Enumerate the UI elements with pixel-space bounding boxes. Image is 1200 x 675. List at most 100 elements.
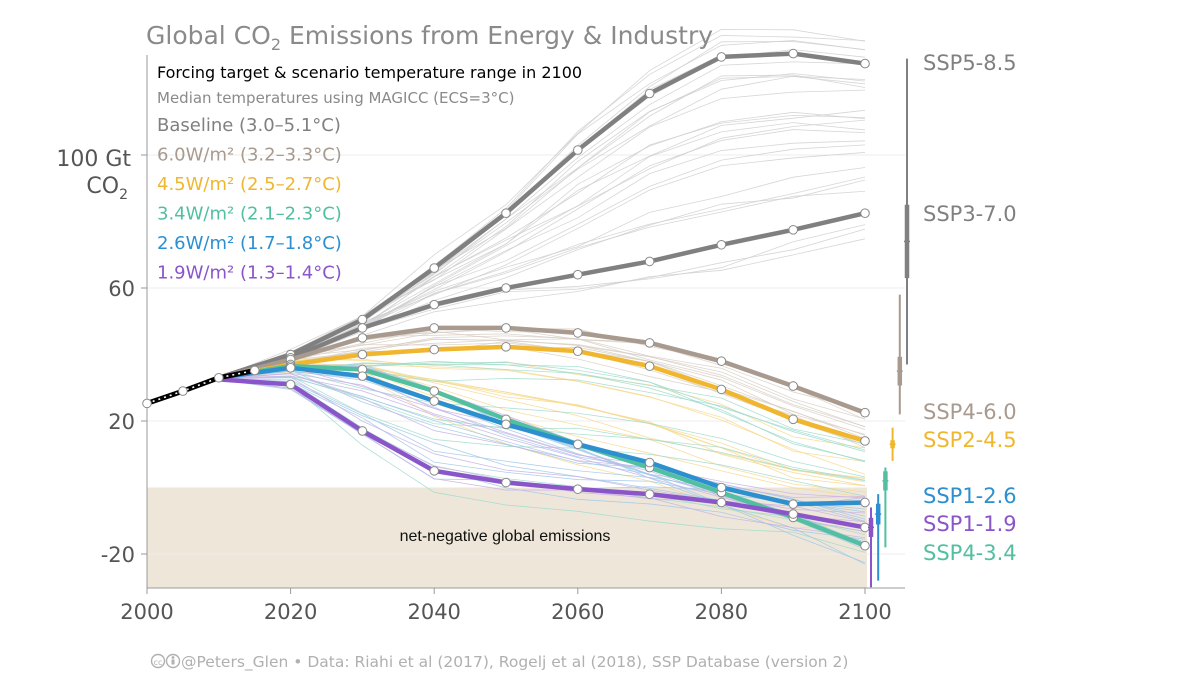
data-point	[788, 509, 799, 519]
data-point	[860, 208, 870, 218]
x-tick-label: 2040	[407, 600, 460, 624]
temperature-bar	[882, 467, 889, 548]
data-point	[357, 333, 368, 343]
data-point	[644, 457, 655, 468]
data-point	[788, 381, 799, 391]
y-tick-label: -20	[101, 543, 135, 567]
data-point	[357, 349, 368, 360]
series-line	[216, 363, 868, 548]
series-line	[216, 344, 868, 444]
series-label-ssp1-1-9: SSP1-1.9	[923, 512, 1017, 536]
data-point	[429, 386, 440, 396]
ensemble-line	[218, 362, 866, 483]
data-point	[716, 384, 727, 395]
gridlines	[147, 154, 905, 555]
series-label-ssp5-8-5: SSP5-8.5	[923, 51, 1017, 75]
data-point	[429, 466, 440, 476]
series-label-ssp4-6-0: SSP4-6.0	[923, 400, 1017, 424]
data-point	[429, 396, 440, 406]
series-ssp5-8-5	[216, 48, 870, 381]
y-axis-unit-line2: CO2	[86, 174, 128, 203]
data-point	[644, 88, 655, 99]
legend-subheading: Median temperatures using MAGICC (ECS=3°…	[157, 89, 514, 107]
data-point	[644, 338, 655, 348]
ensemble-line	[218, 338, 866, 435]
series-line	[216, 325, 868, 415]
series-label-ssp3-7-0: SSP3-7.0	[923, 202, 1017, 226]
data-point	[716, 239, 727, 250]
series-ssp1-2-6	[216, 363, 870, 509]
historical-line	[146, 368, 256, 406]
ensemble-line	[218, 373, 866, 499]
data-point	[716, 356, 727, 366]
svg-text:cc: cc	[154, 658, 163, 667]
data-point	[788, 225, 799, 235]
data-point	[357, 323, 368, 333]
data-point	[357, 426, 368, 436]
ensemble-line	[218, 379, 866, 553]
series-label-ssp2-4-5: SSP2-4.5	[923, 428, 1017, 452]
data-point	[501, 283, 511, 293]
legend-item: 4.5W/m² (2.5–2.7°C)	[157, 174, 342, 195]
chart-title: Global CO2 Emissions from Energy & Indus…	[146, 21, 713, 54]
data-point	[573, 328, 583, 338]
data-point	[429, 263, 440, 273]
data-point	[501, 477, 511, 488]
historical-point	[142, 398, 152, 409]
data-point	[573, 439, 583, 450]
y-tick-label: 60	[108, 277, 135, 301]
data-point	[860, 407, 870, 418]
net-negative-label: net-negative global emissions	[400, 528, 611, 545]
marker-scenario-lines	[216, 48, 870, 551]
historical-emissions	[142, 365, 260, 409]
temperature-bar	[868, 507, 874, 588]
ensemble-line	[218, 190, 866, 379]
historical-dots	[146, 369, 255, 405]
data-point	[501, 323, 511, 333]
historical-point	[178, 386, 188, 396]
legend-item: 2.6W/m² (1.7–1.8°C)	[157, 233, 342, 254]
series-ssp2-4-5	[216, 342, 870, 446]
temperature-range-bars	[868, 58, 910, 588]
x-tick-label: 2020	[264, 600, 317, 624]
data-point	[788, 414, 799, 425]
ensemble-line	[218, 370, 866, 478]
data-point	[357, 314, 368, 325]
ensemble-line	[218, 363, 866, 493]
data-point	[716, 482, 727, 493]
series-line	[216, 377, 868, 530]
ensemble-line	[218, 375, 866, 497]
temperature-bar	[904, 58, 910, 365]
data-point	[644, 489, 655, 499]
y-axis-unit-line1: 100 Gt	[56, 147, 131, 172]
legend-item: 1.9W/m² (1.3–1.4°C)	[157, 263, 342, 284]
data-point	[285, 379, 296, 390]
cc-by-icon: cc	[150, 653, 181, 669]
x-tick-label: 2080	[695, 600, 748, 624]
temperature-bar	[889, 427, 896, 461]
data-point	[716, 497, 727, 508]
data-point	[716, 52, 727, 62]
ensemble-line	[218, 129, 866, 379]
ensemble-line	[218, 342, 866, 436]
ensemble-line	[218, 378, 866, 513]
data-point	[860, 436, 870, 446]
y-tick-label: 20	[108, 410, 135, 434]
data-point	[573, 145, 583, 155]
legend: Forcing target & scenario temperature ra…	[157, 63, 582, 284]
data-point	[357, 371, 368, 381]
x-tick-label: 2000	[120, 600, 173, 624]
series-ssp1-1-9	[216, 377, 870, 533]
legend-item: 3.4W/m² (2.1–2.3°C)	[157, 204, 342, 225]
series-line	[216, 210, 868, 381]
data-point	[860, 540, 870, 551]
historical-point	[249, 365, 260, 376]
data-point	[429, 344, 440, 355]
data-point	[501, 419, 511, 430]
data-point	[573, 484, 583, 494]
data-point	[860, 497, 870, 508]
legend-item: Baseline (3.0–5.1°C)	[157, 115, 341, 136]
series-line	[216, 365, 868, 507]
